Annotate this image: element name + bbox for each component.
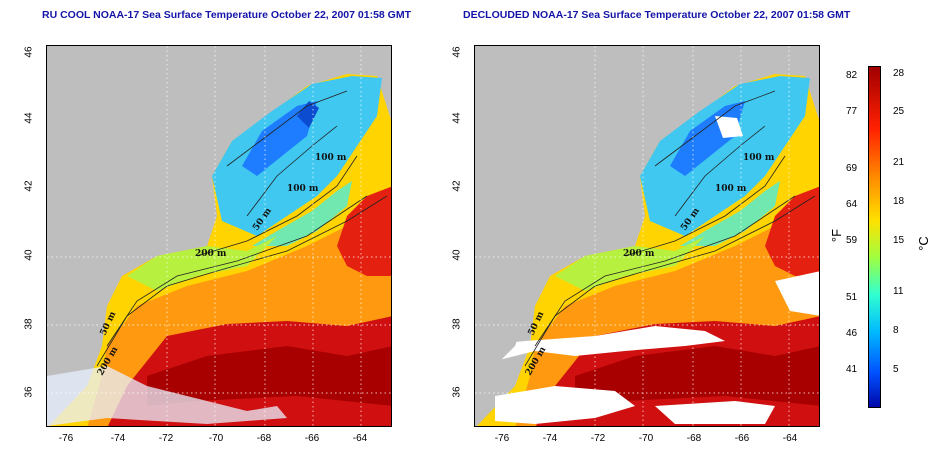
colorbar-c-tick: 21 (893, 157, 905, 168)
right-panel-title: DECLOUDED NOAA-17 Sea Surface Temperatur… (463, 9, 851, 21)
colorbar-c-tick: 18 (893, 196, 905, 207)
y-tick-label: 44 (451, 112, 463, 124)
x-tick-label: -76 (58, 433, 74, 444)
y-tick-label: 40 (23, 249, 35, 261)
y-tick-label: 36 (451, 386, 463, 398)
colorbar-c-tick: 28 (893, 68, 905, 79)
left-panel-title: RU COOL NOAA-17 Sea Surface Temperature … (42, 9, 411, 21)
x-tick-label: -74 (110, 433, 126, 444)
colorbar-c-tick: 15 (893, 235, 905, 246)
x-tick-label: -74 (542, 433, 558, 444)
x-tick-label: -70 (638, 433, 654, 444)
colorbar-f-tick: 59 (846, 235, 858, 246)
colorbar-c-tick: 8 (893, 325, 899, 336)
sst-map-declouded: 100 m 100 m 50 m 200 m 50 m 200 m (474, 45, 820, 427)
x-tick-label: -68 (256, 433, 272, 444)
sst-map-raw: 100 m 100 m 50 m 200 m 50 m 200 m (46, 45, 392, 427)
colorbar-f-tick: 41 (846, 364, 858, 375)
y-tick-label: 46 (23, 46, 35, 58)
y-tick-label: 36 (23, 386, 35, 398)
celsius-unit-label: °C (915, 236, 931, 251)
contour-label-200m: 200 m (195, 249, 227, 259)
contour-label-100m: 100 m (315, 153, 347, 163)
colorbar-c-tick: 25 (893, 106, 905, 117)
x-tick-label: -64 (352, 433, 368, 444)
fahrenheit-unit-label: °F (829, 228, 845, 243)
x-tick-label: -70 (208, 433, 224, 444)
contour-label-100m-2: 100 m (715, 184, 747, 194)
contour-label-200m: 200 m (623, 249, 655, 259)
colorbar-f-tick: 82 (846, 70, 858, 81)
x-tick-label: -66 (304, 433, 320, 444)
sst-map-raw-graphic: 100 m 100 m 50 m 200 m 50 m 200 m (47, 46, 391, 426)
y-tick-label: 38 (451, 318, 463, 330)
temperature-colorbar (868, 66, 881, 408)
colorbar-c-tick: 11 (893, 286, 904, 297)
colorbar-f-tick: 77 (846, 106, 858, 117)
x-tick-label: -64 (782, 433, 798, 444)
y-tick-label: 46 (451, 46, 463, 58)
x-tick-label: -76 (494, 433, 510, 444)
contour-label-100m-2: 100 m (287, 184, 319, 194)
colorbar-f-tick: 69 (846, 163, 858, 174)
colorbar-f-tick: 46 (846, 328, 858, 339)
colorbar-f-tick: 64 (846, 199, 858, 210)
x-tick-label: -72 (158, 433, 174, 444)
x-tick-label: -68 (686, 433, 702, 444)
y-tick-label: 40 (451, 249, 463, 261)
y-tick-label: 42 (23, 180, 35, 192)
sst-map-declouded-graphic: 100 m 100 m 50 m 200 m 50 m 200 m (475, 46, 819, 426)
colorbar-c-tick: 5 (893, 364, 899, 375)
colorbar-f-tick: 51 (846, 292, 858, 303)
x-tick-label: -72 (590, 433, 606, 444)
x-tick-label: -66 (734, 433, 750, 444)
y-tick-label: 44 (23, 112, 35, 124)
y-tick-label: 38 (23, 318, 35, 330)
contour-label-100m: 100 m (743, 153, 775, 163)
y-tick-label: 42 (451, 180, 463, 192)
